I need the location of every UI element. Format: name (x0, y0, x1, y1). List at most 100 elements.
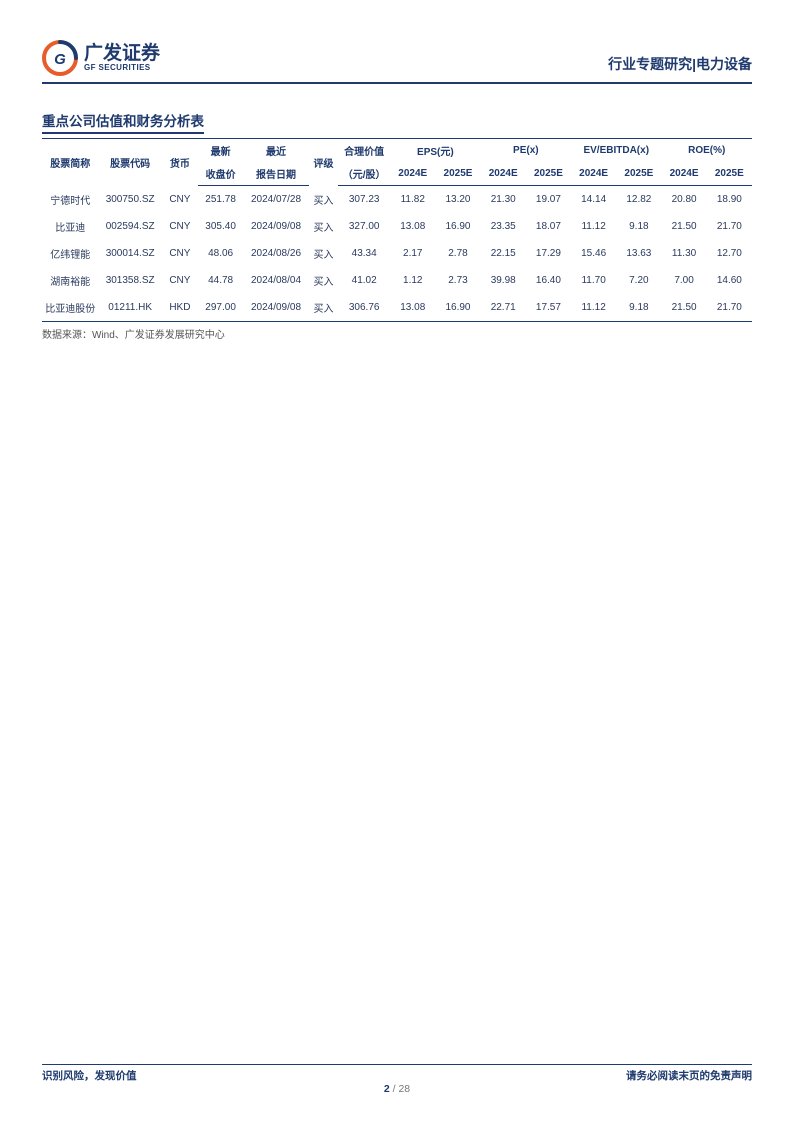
cell-pe25: 19.07 (526, 186, 571, 213)
table-body: 宁德时代300750.SZCNY251.782024/07/28买入307.23… (42, 186, 752, 322)
cell-pe25: 18.07 (526, 213, 571, 240)
col-ev: EV/EBITDA(x) (571, 139, 661, 163)
cell-ev25: 13.63 (616, 240, 661, 267)
col-latest: 最新 (198, 139, 243, 163)
cell-code: 300750.SZ (99, 186, 162, 213)
table-row: 比亚迪002594.SZCNY305.402024/09/08买入327.001… (42, 213, 752, 240)
page-footer: 识别风险，发现价值 请务必阅读末页的免责声明 2 / 28 (42, 1064, 752, 1083)
cell-name: 亿纬锂能 (42, 240, 99, 267)
cell-name: 比亚迪 (42, 213, 99, 240)
page-header: G 广发证券 GF SECURITIES 行业专题研究|电力设备 (42, 40, 752, 84)
cell-eps25: 16.90 (435, 213, 480, 240)
cell-ev25: 7.20 (616, 267, 661, 294)
cell-pe24: 23.35 (481, 213, 526, 240)
cell-pe24: 22.71 (481, 294, 526, 322)
cell-date: 2024/07/28 (243, 186, 309, 213)
cell-roe24: 21.50 (661, 213, 706, 240)
cell-name: 湖南裕能 (42, 267, 99, 294)
col-date: 报告日期 (243, 162, 309, 186)
cell-name: 比亚迪股份 (42, 294, 99, 322)
cell-fair: 307.23 (338, 186, 390, 213)
col-fair-unit: （元/股） (338, 162, 390, 186)
col-ccy: 货币 (162, 139, 198, 186)
logo: G 广发证券 GF SECURITIES (42, 40, 160, 76)
cell-ev24: 15.46 (571, 240, 616, 267)
cell-ev24: 11.70 (571, 267, 616, 294)
table-row: 湖南裕能301358.SZCNY44.782024/08/04买入41.021.… (42, 267, 752, 294)
cell-date: 2024/08/26 (243, 240, 309, 267)
cell-pe25: 17.57 (526, 294, 571, 322)
cell-ev24: 14.14 (571, 186, 616, 213)
cell-rating: 买入 (309, 186, 338, 213)
cell-fair: 306.76 (338, 294, 390, 322)
cell-rating: 买入 (309, 294, 338, 322)
footer-right: 请务必阅读末页的免责声明 (626, 1068, 752, 1083)
cell-eps24: 11.82 (390, 186, 435, 213)
valuation-table: 股票简称 股票代码 货币 最新 最近 评级 合理价值 EPS(元) PE(x) … (42, 138, 752, 322)
cell-close: 305.40 (198, 213, 243, 240)
cell-close: 297.00 (198, 294, 243, 322)
cell-ccy: CNY (162, 240, 198, 267)
logo-text-cn: 广发证券 (84, 44, 160, 64)
cell-ev25: 9.18 (616, 213, 661, 240)
col-eps: EPS(元) (390, 139, 480, 163)
section-title: 重点公司估值和财务分析表 (42, 110, 204, 134)
cell-eps24: 2.17 (390, 240, 435, 267)
col-pe25: 2025E (526, 162, 571, 186)
cell-code: 300014.SZ (99, 240, 162, 267)
cell-roe25: 21.70 (707, 294, 752, 322)
logo-text-en: GF SECURITIES (84, 63, 160, 72)
cell-ev25: 9.18 (616, 294, 661, 322)
col-ev24: 2024E (571, 162, 616, 186)
col-ev25: 2025E (616, 162, 661, 186)
cell-close: 251.78 (198, 186, 243, 213)
cell-ccy: CNY (162, 267, 198, 294)
page-total: 28 (398, 1083, 410, 1095)
cell-roe24: 21.50 (661, 294, 706, 322)
cell-eps24: 13.08 (390, 213, 435, 240)
cell-date: 2024/09/08 (243, 294, 309, 322)
cell-eps25: 2.78 (435, 240, 480, 267)
cell-roe25: 18.90 (707, 186, 752, 213)
cell-fair: 41.02 (338, 267, 390, 294)
cell-pe24: 39.98 (481, 267, 526, 294)
col-fair: 合理价值 (338, 139, 390, 163)
logo-text: 广发证券 GF SECURITIES (84, 44, 160, 73)
cell-date: 2024/08/04 (243, 267, 309, 294)
cell-ev25: 12.82 (616, 186, 661, 213)
section-title-wrap: 重点公司估值和财务分析表 (42, 110, 752, 138)
table-row: 宁德时代300750.SZCNY251.782024/07/28买入307.23… (42, 186, 752, 213)
cell-code: 301358.SZ (99, 267, 162, 294)
cell-close: 48.06 (198, 240, 243, 267)
data-source: 数据来源：Wind、广发证券发展研究中心 (42, 326, 752, 341)
cell-rating: 买入 (309, 240, 338, 267)
cell-roe24: 20.80 (661, 186, 706, 213)
col-roe25: 2025E (707, 162, 752, 186)
cell-roe25: 21.70 (707, 213, 752, 240)
footer-page: 2 / 28 (42, 1083, 752, 1095)
footer-left: 识别风险，发现价值 (42, 1068, 137, 1083)
cell-roe25: 12.70 (707, 240, 752, 267)
cell-close: 44.78 (198, 267, 243, 294)
logo-icon: G (42, 40, 78, 76)
col-close: 收盘价 (198, 162, 243, 186)
col-eps25: 2025E (435, 162, 480, 186)
cell-ccy: HKD (162, 294, 198, 322)
cell-fair: 327.00 (338, 213, 390, 240)
cell-ccy: CNY (162, 186, 198, 213)
cell-eps25: 13.20 (435, 186, 480, 213)
col-code: 股票代码 (99, 139, 162, 186)
cell-code: 01211.HK (99, 294, 162, 322)
cell-roe24: 7.00 (661, 267, 706, 294)
table-row: 比亚迪股份01211.HKHKD297.002024/09/08买入306.76… (42, 294, 752, 322)
cell-eps25: 16.90 (435, 294, 480, 322)
header-category: 行业专题研究|电力设备 (608, 54, 752, 76)
cell-eps25: 2.73 (435, 267, 480, 294)
col-roe24: 2024E (661, 162, 706, 186)
cell-eps24: 1.12 (390, 267, 435, 294)
cell-roe25: 14.60 (707, 267, 752, 294)
cell-pe24: 21.30 (481, 186, 526, 213)
col-roe: ROE(%) (661, 139, 752, 163)
col-eps24: 2024E (390, 162, 435, 186)
col-pe24: 2024E (481, 162, 526, 186)
